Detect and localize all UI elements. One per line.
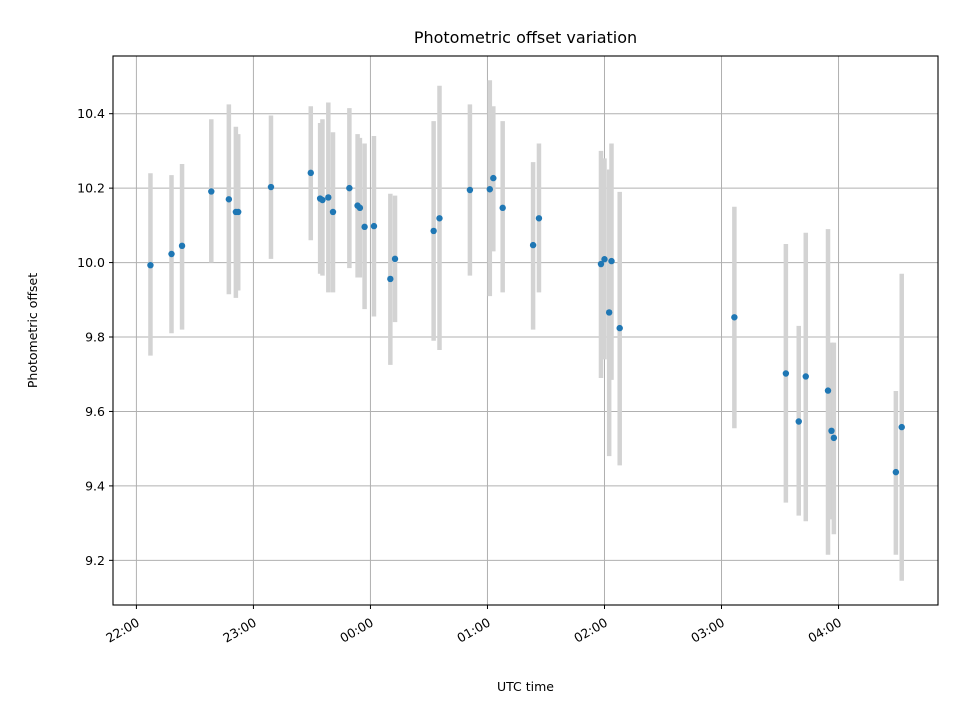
x-tick-label: 04:00 xyxy=(805,615,844,646)
data-point xyxy=(178,242,186,250)
x-tick-label: 00:00 xyxy=(337,615,376,646)
data-point xyxy=(535,215,543,222)
data-point xyxy=(430,227,437,235)
data-point xyxy=(307,169,314,177)
x-tick-label: 22:00 xyxy=(103,615,142,646)
data-point xyxy=(370,222,378,230)
chart-title: Photometric offset variation xyxy=(414,28,637,47)
x-axis-label: UTC time xyxy=(497,679,554,694)
error-bars xyxy=(148,80,904,581)
data-point xyxy=(601,256,608,263)
data-point xyxy=(208,188,215,195)
data-point xyxy=(319,196,326,204)
data-point xyxy=(486,186,494,193)
data-point xyxy=(225,196,233,203)
plot-frame xyxy=(112,55,939,606)
x-tick-label: 01:00 xyxy=(454,615,493,646)
data-point xyxy=(830,434,838,442)
data-point xyxy=(346,184,353,192)
data-point xyxy=(616,324,623,332)
x-tick-label: 23:00 xyxy=(220,615,259,646)
data-point xyxy=(466,186,474,194)
data-point xyxy=(391,255,399,263)
y-tick-label: 10.0 xyxy=(77,255,105,270)
data-point xyxy=(325,194,332,201)
data-point xyxy=(147,261,154,269)
data-point xyxy=(608,257,615,265)
data-point xyxy=(168,250,175,258)
x-tick-label: 03:00 xyxy=(688,615,727,646)
data-point xyxy=(436,215,443,222)
data-point xyxy=(892,468,900,476)
data-point xyxy=(499,204,506,212)
data-point xyxy=(824,387,832,394)
y-axis-ticks: 9.2 9.4 9.6 9.8 10.0 10.2 10.4 xyxy=(77,106,113,568)
y-tick-label: 9.4 xyxy=(85,478,105,493)
y-axis-label: Photometric offset xyxy=(25,273,40,388)
data-point xyxy=(361,223,368,231)
data-point xyxy=(329,208,337,216)
x-tick-label: 02:00 xyxy=(571,615,610,646)
data-point xyxy=(529,241,537,249)
data-point xyxy=(356,204,364,212)
data-points xyxy=(147,169,905,476)
data-point xyxy=(235,208,242,216)
y-tick-label: 10.2 xyxy=(77,181,105,196)
data-point xyxy=(490,174,497,182)
data-point xyxy=(898,423,905,431)
y-tick-label: 9.6 xyxy=(85,404,105,419)
data-point xyxy=(387,275,394,283)
data-point xyxy=(782,370,790,377)
y-tick-label: 9.2 xyxy=(85,553,105,568)
y-tick-label: 9.8 xyxy=(85,330,105,345)
x-axis-ticks: 22:00 23:00 00:00 01:00 02:00 03:00 04:00 xyxy=(103,605,844,646)
data-point xyxy=(597,260,605,268)
data-point xyxy=(802,373,809,380)
data-point xyxy=(605,309,613,316)
data-point xyxy=(828,427,835,435)
data-point xyxy=(267,183,275,191)
data-point xyxy=(731,314,738,321)
y-tick-label: 10.4 xyxy=(77,106,105,121)
data-point xyxy=(795,418,802,425)
